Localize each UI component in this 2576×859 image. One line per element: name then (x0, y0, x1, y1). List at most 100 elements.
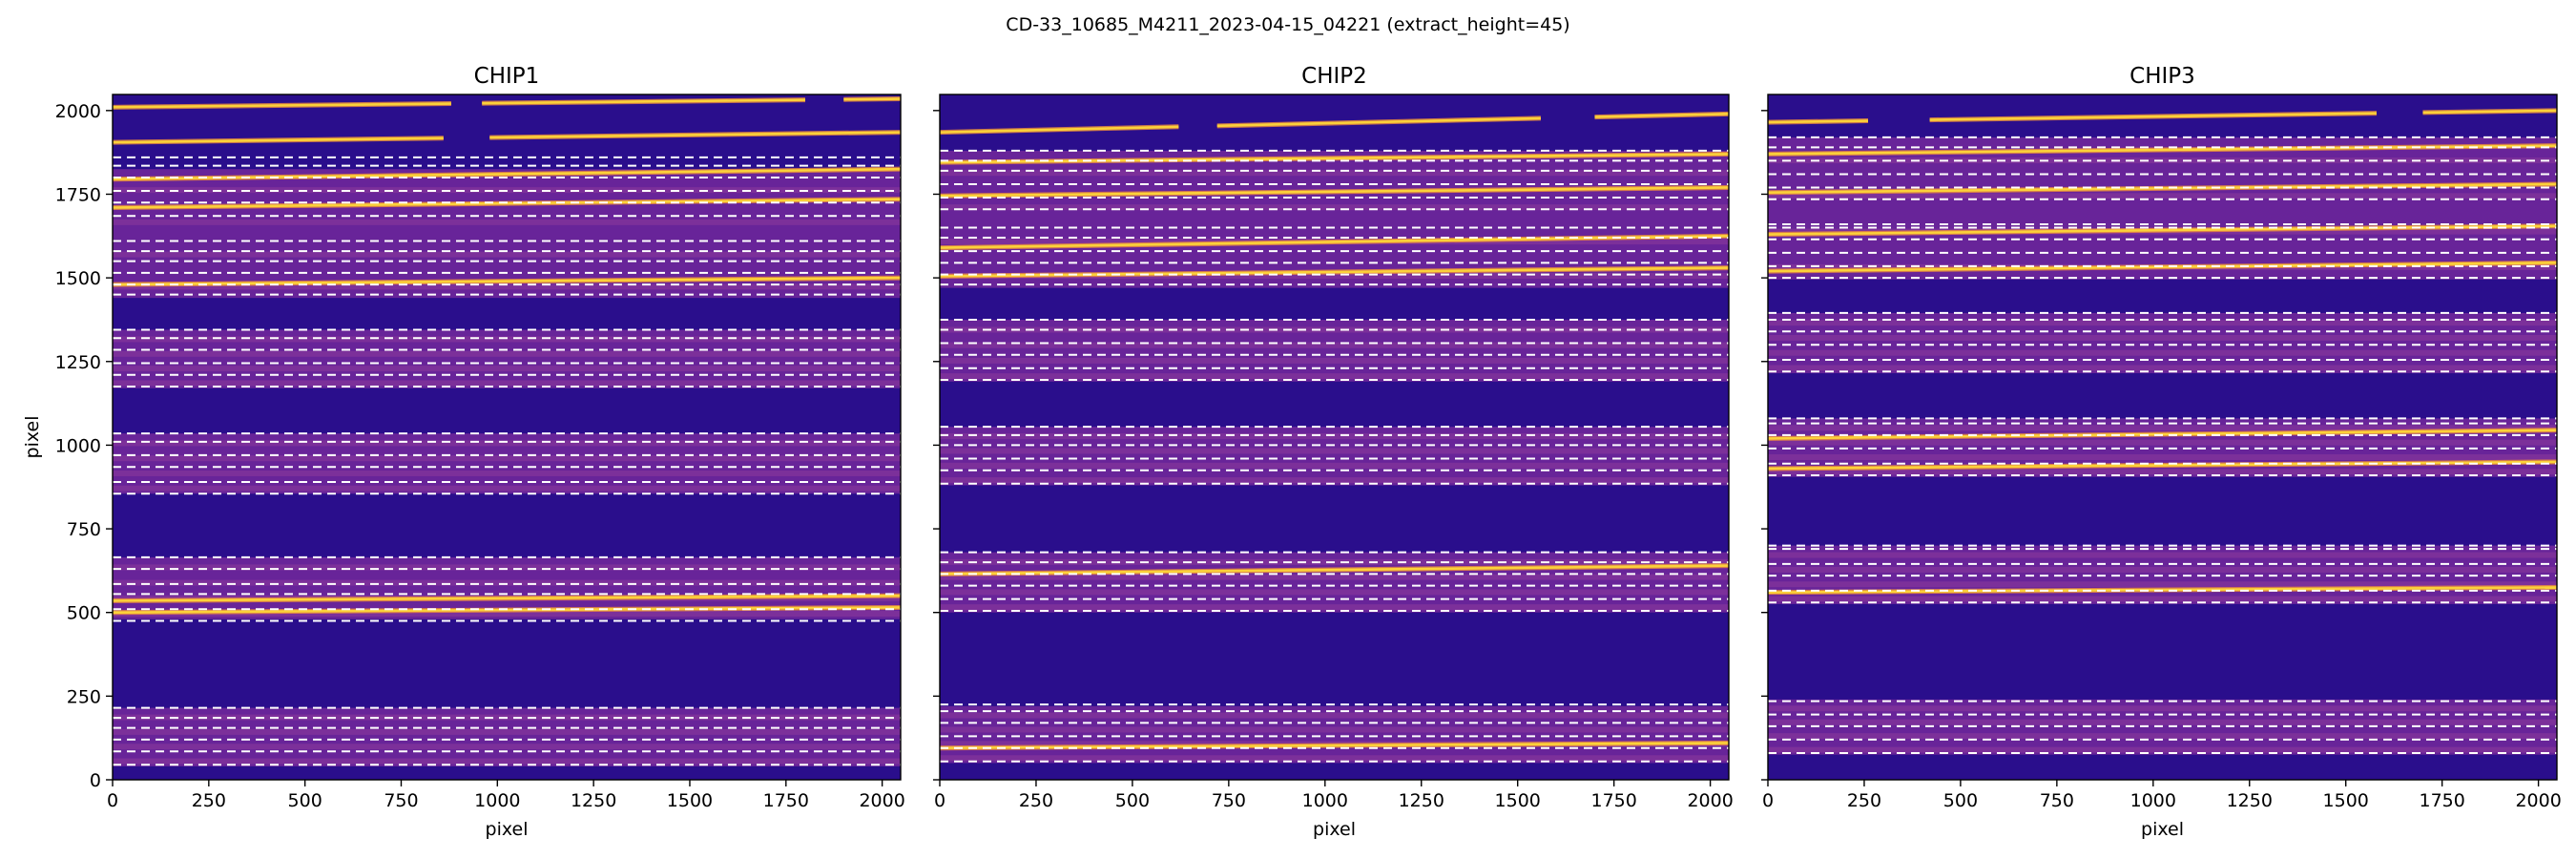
detector-image (1768, 94, 2557, 780)
order-band-stripe (113, 440, 901, 447)
order-band-stripe (940, 273, 1729, 280)
order-band-stripe (113, 611, 901, 618)
x-axis-label: pixel (486, 819, 529, 840)
spectral-trace (940, 125, 1179, 134)
order-band-stripe (1768, 365, 2557, 371)
spectral-trace (940, 186, 1729, 198)
order-band-stripe (113, 455, 901, 462)
order-band-stripe (113, 336, 901, 343)
order-band-stripe (940, 589, 1729, 596)
order-band-stripe (1768, 320, 2557, 326)
x-tick-label: 1750 (763, 790, 809, 811)
x-tick-label: 1000 (474, 790, 520, 811)
order-band-stripe (1768, 349, 2557, 356)
order-band-stripe (940, 448, 1729, 454)
order-band-stripe (940, 755, 1729, 762)
x-tick-label: 250 (1019, 790, 1053, 811)
order-band-stripe (940, 726, 1729, 733)
x-tick-label: 0 (1762, 790, 1774, 811)
axes-frame (939, 94, 1730, 781)
spectral-trace (1768, 224, 2557, 236)
spectral-trace (1216, 116, 1541, 128)
spectral-trace (113, 276, 901, 286)
order-band-stripe (940, 477, 1729, 484)
spectral-trace (1768, 460, 2557, 471)
y-tick-label: 0 (90, 770, 101, 791)
y-tick-label: 500 (67, 603, 101, 624)
order-band-stripe (1768, 454, 2557, 461)
order-band-stripe (1768, 425, 2557, 431)
order-band-stripe (1768, 746, 2557, 753)
order-band-stripe (1768, 719, 2557, 725)
spectral-trace (1768, 144, 2557, 156)
x-tick-label: 500 (1115, 790, 1150, 811)
order-band (1768, 312, 2557, 374)
order-band-stripe (113, 380, 901, 387)
spectral-trace (489, 131, 901, 139)
x-tick-label: 1250 (2227, 790, 2273, 811)
chip-panel-2: 0 250 500 750 1000 1250 1500 1750 2000 CHIP2 pixel (933, 64, 1734, 840)
spectral-trace (113, 594, 901, 602)
x-tick-label: 500 (1943, 790, 1978, 811)
order-band-stripe (940, 462, 1729, 469)
figure-suptitle: CD-33_10685_M4211_2023-04-15_04221 (extr… (1006, 14, 1569, 35)
order-band-stripe (1768, 193, 2557, 199)
x-tick-label: 1750 (2419, 790, 2464, 811)
y-axis-label: pixel (22, 416, 43, 459)
order-band-stripe (940, 357, 1729, 364)
order-band-stripe (1768, 566, 2557, 573)
x-tick-label: 1500 (1495, 790, 1541, 811)
order-band-stripe (940, 604, 1729, 611)
order-band-stripe (113, 219, 901, 225)
order-band-stripe (1768, 733, 2557, 740)
x-tick-label: 1250 (571, 790, 616, 811)
order-band (940, 150, 1729, 288)
y-tick-label: 1000 (55, 435, 101, 456)
order-band-stripe (113, 470, 901, 476)
detector-image (940, 94, 1729, 780)
x-tick-label: 1500 (2323, 790, 2369, 811)
spectral-trace (1594, 113, 1729, 118)
chip-panels: 0 250 500 750 1000 1250 1500 1750 2000 0 250 500 750… (22, 64, 2562, 840)
chip-panel-3: 0 250 500 750 1000 1250 1500 1750 2000 CHIP3 pixel (1761, 64, 2562, 840)
order-band-stripe (1768, 705, 2557, 712)
x-tick-label: 2000 (2515, 790, 2561, 811)
axes-frame (112, 94, 902, 781)
y-tick-label: 250 (67, 686, 101, 707)
order-band-stripe (113, 758, 901, 765)
order-band-stripe (940, 204, 1729, 211)
spectral-trace (113, 102, 451, 109)
axes-frame (1767, 94, 2558, 781)
x-tick-label: 1250 (1399, 790, 1444, 811)
x-tick-label: 1750 (1590, 790, 1636, 811)
y-tick-label: 1500 (55, 268, 101, 289)
panel-title: CHIP1 (474, 64, 540, 89)
order-band-stripe (1768, 469, 2557, 475)
order-band-stripe (113, 564, 901, 571)
order-band-stripe (940, 342, 1729, 348)
spectral-trace (940, 564, 1729, 576)
order-band-stripe (113, 366, 901, 372)
order-band-stripe (1768, 552, 2557, 558)
x-tick-label: 250 (192, 790, 226, 811)
order-band-stripe (1768, 439, 2557, 446)
y-tick-label: 1250 (55, 352, 101, 373)
x-tick-label: 1000 (2130, 790, 2176, 811)
spectral-trace (940, 234, 1729, 249)
spectral-trace (113, 136, 444, 144)
order-band-stripe (940, 373, 1729, 380)
chip-panel-1: 0 250 500 750 1000 1250 1500 1750 2000 0 250 500 750… (22, 64, 905, 840)
panel-title: CHIP2 (1301, 64, 1367, 89)
order-band-stripe (940, 712, 1729, 719)
order-band-stripe (1768, 334, 2557, 341)
order-band-stripe (113, 579, 901, 586)
x-tick-label: 750 (1212, 790, 1246, 811)
y-tick-label: 2000 (55, 101, 101, 122)
order-band (940, 705, 1729, 764)
order-band (940, 427, 1729, 486)
spectral-trace (843, 97, 901, 101)
x-tick-label: 0 (934, 790, 945, 811)
y-tick-label: 1750 (55, 184, 101, 205)
x-tick-label: 0 (107, 790, 118, 811)
